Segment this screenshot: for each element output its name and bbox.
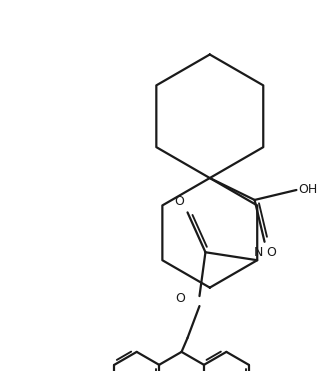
Text: O: O	[267, 246, 276, 259]
Text: N: N	[253, 246, 263, 259]
Text: O: O	[176, 292, 186, 305]
Text: O: O	[175, 195, 185, 208]
Text: OH: OH	[298, 183, 318, 196]
